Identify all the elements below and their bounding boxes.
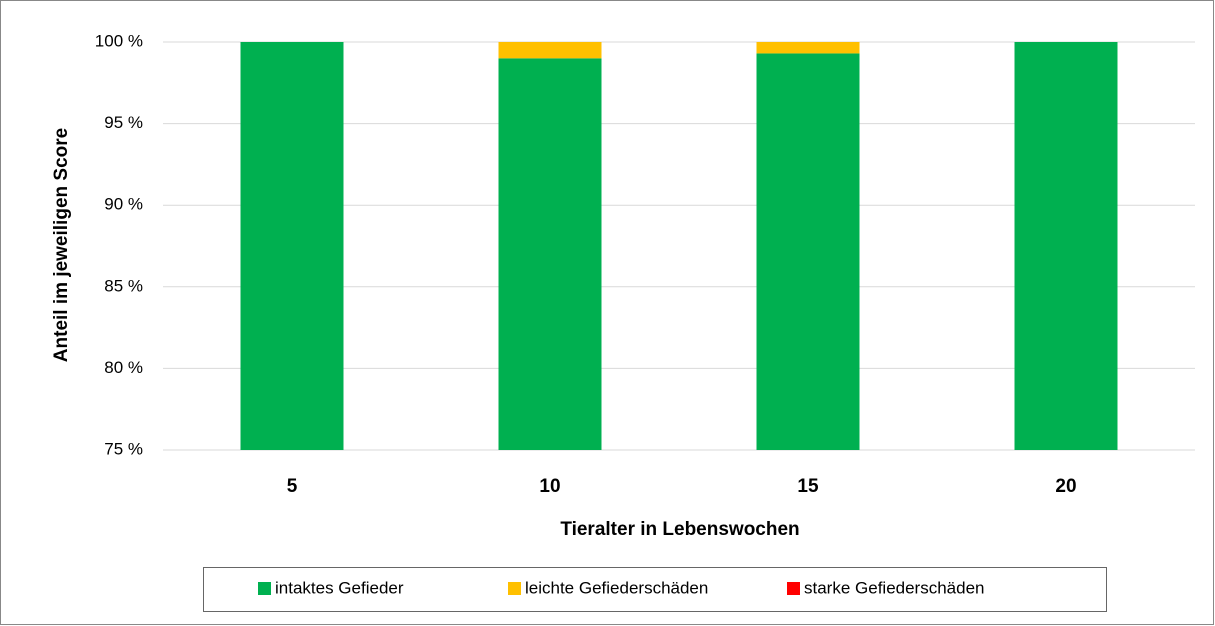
bar-segment (240, 42, 344, 450)
legend-label: leichte Gefiederschäden (525, 578, 708, 597)
y-tick-label: 95 % (104, 113, 143, 132)
x-tick-label: 5 (287, 476, 298, 497)
bar-segment (1014, 42, 1118, 450)
x-tick-label: 10 (539, 476, 560, 497)
y-axis-title: Anteil im jeweiligen Score (51, 128, 72, 362)
bar-segment (498, 42, 602, 59)
legend-label: starke Gefiederschäden (804, 578, 985, 597)
y-tick-label: 80 % (104, 358, 143, 377)
legend-swatch (258, 582, 271, 595)
x-tick-label: 15 (797, 476, 819, 497)
y-tick-label: 90 % (104, 195, 143, 214)
legend-swatch (508, 582, 521, 595)
y-tick-label: 100 % (95, 31, 143, 50)
x-tick-label: 20 (1055, 476, 1076, 497)
bar-segment (756, 42, 860, 54)
legend-box (203, 567, 1107, 612)
legend-swatch (787, 582, 800, 595)
y-tick-label: 85 % (104, 276, 143, 295)
bar-segment (756, 53, 860, 450)
y-tick-label: 75 % (104, 439, 143, 458)
x-axis-title: Tieralter in Lebenswochen (560, 519, 799, 540)
bar-segment (498, 58, 602, 450)
legend-label: intaktes Gefieder (275, 578, 404, 597)
